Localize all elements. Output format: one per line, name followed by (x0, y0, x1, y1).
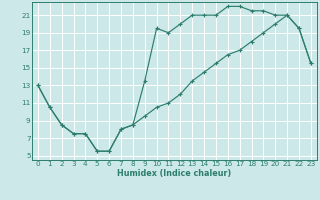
X-axis label: Humidex (Indice chaleur): Humidex (Indice chaleur) (117, 169, 232, 178)
